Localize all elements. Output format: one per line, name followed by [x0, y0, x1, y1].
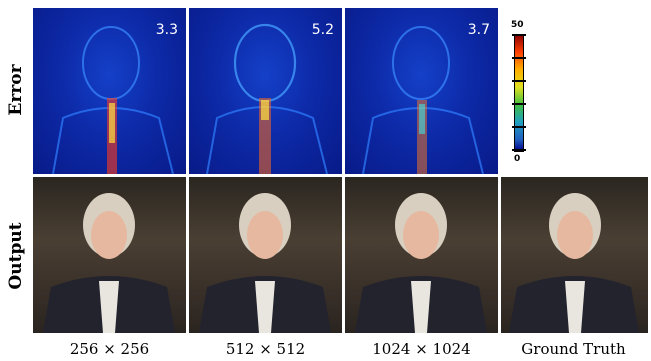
caption-512: 512 × 512	[225, 340, 306, 358]
caption-256: 256 × 256	[69, 340, 150, 358]
output-image-256	[33, 177, 186, 333]
row-label-output: Output	[6, 222, 26, 290]
output-image-512	[189, 177, 342, 333]
ground-truth-image	[501, 177, 648, 333]
caption-1024: 1024 × 1024	[372, 340, 471, 358]
error-map-512-figure	[206, 23, 328, 174]
output-portrait-256	[43, 193, 175, 333]
error-map-1024-figure	[362, 26, 484, 174]
error-map-1024: 3.7	[345, 8, 498, 174]
output-image-1024	[345, 177, 498, 333]
error-map-512: 5.2	[189, 8, 342, 174]
error-value-1024: 3.7	[467, 22, 490, 38]
error-value-512: 5.2	[311, 22, 334, 38]
caption-ground-truth: Ground Truth	[521, 340, 626, 358]
ground-truth-portrait	[509, 193, 639, 333]
output-portrait-512	[199, 193, 331, 333]
error-value-256: 3.3	[155, 22, 178, 38]
colorbar-min-label: 0	[514, 154, 521, 164]
colorbar-max-label: 50	[511, 20, 524, 30]
error-map-256-figure	[52, 26, 174, 174]
error-map-256: 3.3	[33, 8, 186, 174]
row-label-error: Error	[6, 64, 26, 116]
output-portrait-1024	[355, 193, 487, 333]
colorbar	[512, 34, 526, 152]
